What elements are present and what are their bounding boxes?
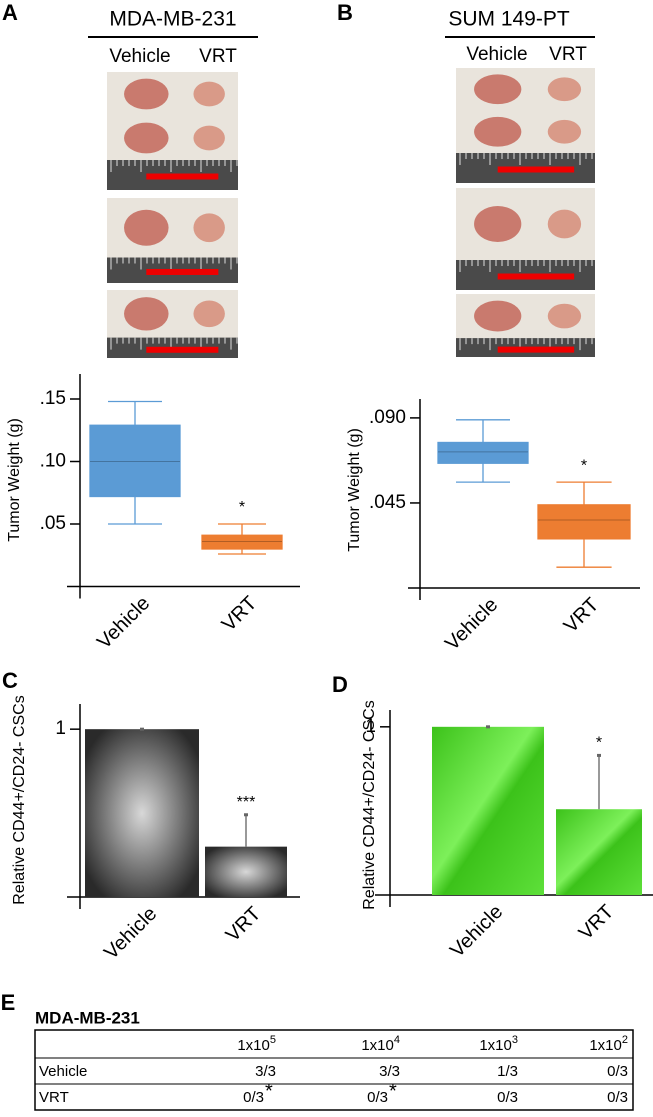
box: [89, 424, 181, 498]
y-axis-label: Relative CD44+/CD24- CSCs: [361, 700, 378, 909]
cell: 0/3: [607, 1063, 628, 1080]
y-tick-label: 1: [55, 718, 66, 739]
y-tick-label: 1: [365, 716, 376, 737]
tumor: [193, 81, 225, 107]
bar: [432, 726, 544, 895]
cell-significance: *: [265, 1080, 273, 1102]
group-label: VRT: [549, 44, 587, 65]
bar: [205, 846, 287, 897]
x-tick-label: Vehicle: [100, 903, 161, 964]
tumor: [474, 74, 522, 105]
x-tick-label: VRT: [575, 901, 619, 945]
y-tick-label: .090: [369, 407, 406, 428]
column-header: 1x102: [589, 1034, 628, 1054]
y-axis-label: Tumor Weight (g): [6, 418, 23, 542]
tumor: [124, 297, 169, 331]
row-label: VRT: [39, 1089, 69, 1106]
x-tick-label: VRT: [218, 592, 262, 636]
x-tick-label: Vehicle: [441, 594, 502, 655]
tumor: [124, 78, 169, 110]
panel-letter: A: [2, 0, 18, 25]
x-tick-label: Vehicle: [93, 592, 154, 653]
cell: 0/3: [607, 1089, 628, 1106]
scale-bar: [146, 346, 219, 353]
y-axis-label: Tumor Weight (g): [346, 428, 363, 552]
group-label: Vehicle: [109, 46, 170, 67]
column-header: 1x104: [361, 1034, 400, 1054]
cell: 0/3: [243, 1089, 264, 1106]
x-tick-label: VRT: [560, 594, 604, 638]
tumor: [547, 303, 582, 329]
group-label: VRT: [199, 46, 237, 67]
tumor: [474, 116, 522, 147]
scale-bar: [146, 173, 219, 180]
header-base: 1x10: [237, 1037, 270, 1054]
tumor: [193, 213, 225, 243]
y-tick-label: .05: [40, 513, 66, 534]
significance: ***: [237, 794, 256, 811]
tumor: [124, 122, 169, 154]
x-tick-label: Vehicle: [446, 901, 507, 962]
bar: [85, 729, 199, 897]
cell: 3/3: [379, 1063, 400, 1080]
tumor: [193, 300, 225, 328]
cell: 1/3: [497, 1063, 518, 1080]
header-base: 1x10: [479, 1037, 512, 1054]
y-tick-label: .10: [40, 451, 66, 472]
scale-bar: [497, 273, 575, 280]
tumor: [124, 209, 169, 246]
y-tick-label: .15: [40, 388, 66, 409]
significance: *: [596, 735, 602, 752]
significance: *: [239, 499, 245, 516]
header-base: 1x10: [361, 1037, 394, 1054]
group-label: Vehicle: [466, 44, 527, 65]
photo-title: MDA-MB-231: [109, 8, 236, 31]
cell: 0/3: [497, 1089, 518, 1106]
y-axis-label: Relative CD44+/CD24- CSCs: [11, 695, 28, 904]
box: [201, 534, 283, 550]
tumor: [474, 300, 522, 332]
x-tick-label: VRT: [222, 903, 266, 947]
panel-letter: B: [337, 0, 353, 25]
header-exponent: 5: [270, 1034, 276, 1046]
significance: *: [581, 457, 587, 474]
tumor: [193, 125, 225, 151]
tumor: [474, 206, 522, 242]
bar: [556, 809, 642, 895]
column-header: 1x103: [479, 1034, 518, 1054]
tumor: [547, 119, 582, 144]
header-exponent: 4: [394, 1034, 400, 1046]
cell: 3/3: [255, 1063, 276, 1080]
header-base: 1x10: [589, 1037, 622, 1054]
table-border: [34, 1029, 634, 1111]
cell-significance: *: [389, 1080, 397, 1102]
tumor: [547, 77, 582, 102]
box: [437, 441, 529, 464]
table-title: MDA-MB-231: [35, 1008, 140, 1027]
panel-letter: E: [1, 990, 16, 1015]
row-label: Vehicle: [39, 1063, 87, 1080]
header-exponent: 3: [512, 1034, 518, 1046]
panel-letter: D: [332, 672, 348, 697]
box: [537, 504, 631, 540]
scale-bar: [146, 268, 219, 275]
scale-bar: [497, 346, 575, 353]
panel-letter: C: [2, 668, 18, 693]
photo-title: SUM 149-PT: [448, 8, 570, 31]
column-header: 1x105: [237, 1034, 276, 1054]
tumor: [547, 209, 582, 239]
y-tick-label: .045: [369, 492, 406, 513]
cell: 0/3: [367, 1089, 388, 1106]
header-exponent: 2: [622, 1034, 628, 1046]
scale-bar: [497, 166, 575, 173]
